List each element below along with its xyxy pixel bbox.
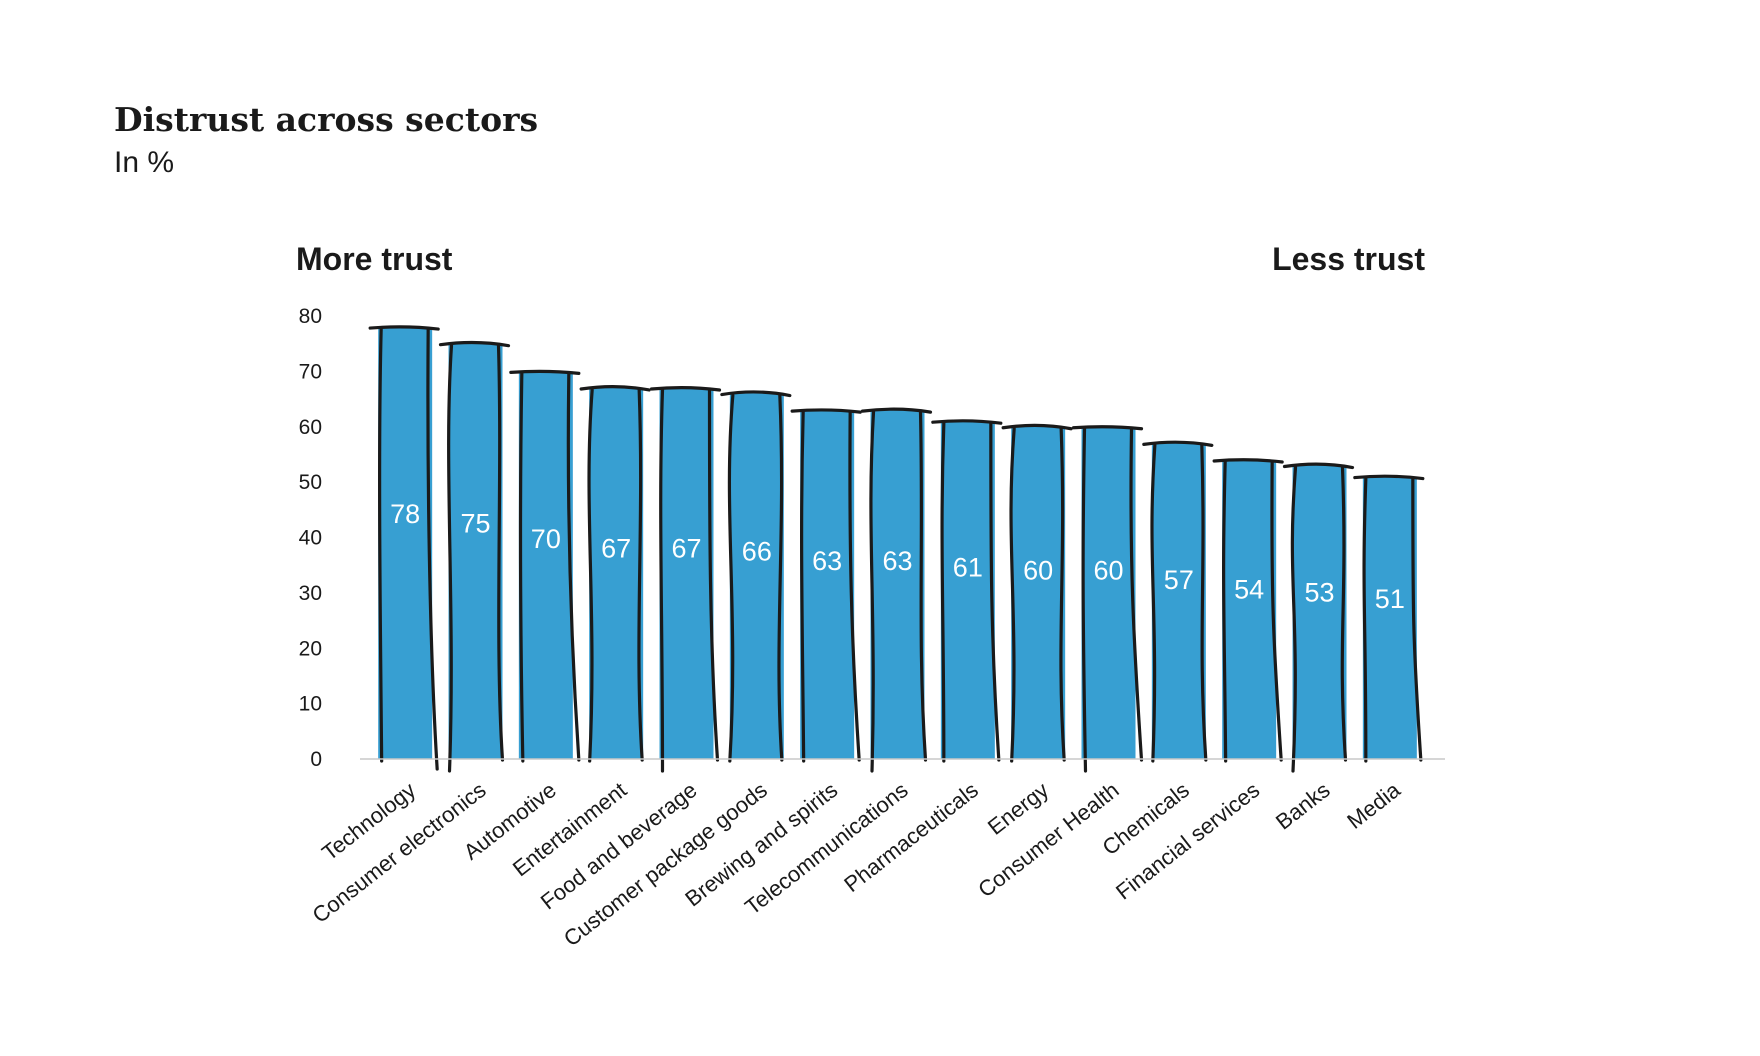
bar-sketch-top: [368, 325, 440, 331]
bar-sketch-left: [1150, 443, 1157, 763]
value-labels: 78 75 70 67 67 66 63 63 61 60 60 57 54 53 51: [390, 499, 1405, 614]
bar-value-label: 67: [601, 534, 631, 564]
bar-sketch-top: [860, 407, 933, 414]
bar-sketch-left: [659, 388, 665, 773]
bar-sketch-top: [1001, 423, 1073, 431]
bar: [1011, 426, 1066, 759]
y-tick-label: 30: [299, 582, 322, 605]
bar-value-label: 78: [390, 499, 420, 529]
bar-value-label: 60: [1093, 556, 1123, 586]
bar-sketch-top: [720, 390, 792, 398]
bar: [659, 387, 714, 759]
bar-value-label: 60: [1023, 556, 1053, 586]
more-trust-label: More trust: [296, 241, 453, 277]
bar: [448, 343, 503, 759]
y-tick-label: 0: [310, 748, 322, 771]
bar-sketch-top: [790, 408, 862, 414]
bar-sketch-top: [438, 340, 511, 348]
bar-sketch-right: [1340, 465, 1348, 762]
bar-value-label: 61: [953, 552, 983, 582]
bar-value-label: 54: [1234, 575, 1264, 605]
bar: [378, 327, 433, 759]
bar-sketch-left: [800, 410, 806, 763]
bar-sketch-right: [1411, 476, 1423, 762]
bar: [940, 421, 995, 759]
less-trust-label: Less trust: [1272, 241, 1425, 277]
bar-sketch-right: [637, 388, 644, 762]
bar-sketch-right: [777, 393, 784, 762]
bar-sketch-top: [1212, 458, 1284, 464]
bar-sketch-right: [1059, 427, 1066, 762]
bar-sketch-left: [869, 410, 876, 773]
bar-sketch-left: [1081, 427, 1088, 773]
bar-value-label: 67: [671, 534, 701, 564]
bar: [1081, 426, 1136, 759]
bar-sketch-left: [1009, 427, 1016, 763]
y-axis: 0 10 20 30 40 50 60 70 80: [299, 305, 322, 771]
x-tick-label: Media: [1342, 777, 1405, 834]
bar-sketch-left: [378, 327, 384, 763]
bar-sketch-left: [727, 393, 735, 763]
bar: [1151, 443, 1206, 759]
bar-sketch-top: [649, 386, 722, 392]
bar-sketch-left: [940, 421, 946, 763]
bar: [729, 393, 784, 759]
bar-sketch-left: [1222, 460, 1228, 763]
bar-value-label: 63: [882, 546, 912, 576]
y-tick-label: 40: [299, 527, 322, 550]
bar: [1292, 465, 1347, 759]
bars: [378, 327, 1417, 759]
bar-sketch-top: [931, 419, 1003, 425]
sketch-outlines: [368, 325, 1425, 773]
bar-value-label: 75: [460, 508, 490, 538]
bar: [870, 410, 925, 759]
bar-sketch-right: [1129, 427, 1144, 762]
bar-value-label: 51: [1375, 584, 1405, 614]
x-tick-label: Banks: [1271, 777, 1335, 834]
bar-sketch-top: [1353, 474, 1425, 481]
bar-sketch-left: [587, 388, 594, 763]
bar-sketch-top: [579, 385, 651, 392]
y-tick-label: 20: [299, 637, 322, 660]
chart-subtitle: In %: [114, 146, 175, 179]
bar-value-label: 63: [812, 546, 842, 576]
y-tick-label: 10: [299, 693, 322, 716]
bar-value-label: 53: [1304, 578, 1334, 608]
bar-sketch-left: [1362, 476, 1368, 763]
bar-sketch-right: [1270, 460, 1283, 762]
bar-sketch-right: [1200, 443, 1208, 762]
bar-sketch-left: [518, 371, 525, 763]
chart-title: Distrust across sectors: [114, 100, 539, 139]
bar-sketch-top: [509, 369, 581, 375]
bar-sketch-top: [1282, 462, 1355, 470]
bar-sketch-top: [1071, 425, 1144, 431]
bar: [1222, 459, 1277, 759]
bar-sketch-right: [848, 410, 861, 762]
bar-sketch-right: [496, 344, 505, 762]
bar-value-label: 57: [1164, 565, 1194, 595]
y-tick-label: 50: [299, 471, 322, 494]
y-tick-label: 70: [299, 360, 322, 383]
bar-sketch-right: [918, 410, 928, 762]
bar-sketch-right: [566, 371, 581, 762]
bar: [589, 387, 644, 759]
bar-sketch-left: [1290, 465, 1298, 773]
bar-value-label: 70: [531, 524, 561, 554]
bar-sketch-right: [707, 388, 720, 762]
bar: [800, 410, 855, 759]
y-tick-label: 80: [299, 305, 322, 328]
bar-sketch-top: [1142, 440, 1214, 447]
bar-value-label: 66: [742, 537, 772, 567]
bar: [518, 371, 573, 759]
bar-sketch-left: [447, 344, 454, 773]
bar: [1362, 476, 1417, 759]
bar-sketch-right: [989, 421, 1001, 762]
bar-sketch-right: [426, 327, 439, 771]
y-tick-label: 60: [299, 416, 322, 439]
